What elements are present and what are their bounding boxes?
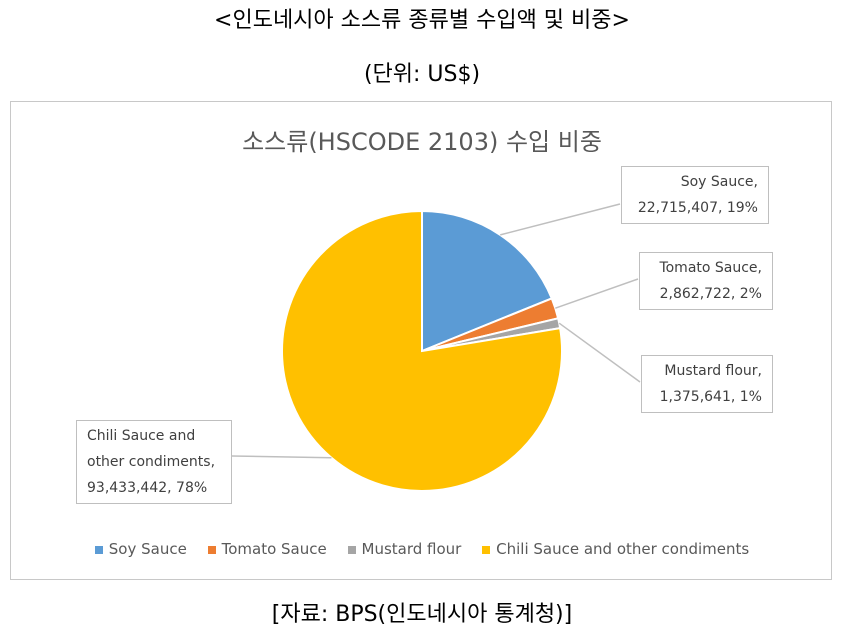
data-label-mustard-flour: Mustard flour, 1,375,641, 1%	[641, 355, 773, 413]
legend-label-chili-sauce: Chili Sauce and other condiments	[496, 540, 750, 558]
leader-line-mustard-flour	[558, 322, 641, 383]
data-label-tomato-sauce-name: Tomato Sauce,	[659, 260, 762, 276]
legend-label-tomato-sauce: Tomato Sauce	[221, 540, 327, 558]
legend-item-tomato-sauce: Tomato Sauce	[207, 540, 327, 558]
page-title: <인도네시아 소스류 종류별 수입액 및 비중>	[214, 8, 630, 33]
source-note: [자료: BPS(인도네시아 통계청)]	[271, 602, 573, 627]
legend-item-mustard-flour: Mustard flour	[347, 540, 462, 558]
data-label-mustard-flour-value: 1,375,641, 1%	[659, 389, 762, 405]
data-label-tomato-sauce-value: 2,862,722, 2%	[659, 286, 762, 302]
data-label-soy-sauce: Soy Sauce, 22,715,407, 19%	[621, 166, 769, 224]
legend-swatch-chili-sauce	[482, 545, 491, 554]
data-label-chili-sauce-name: Chili Sauce and	[87, 428, 196, 444]
data-label-chili-sauce-value: 93,433,442, 78%	[87, 480, 208, 496]
legend-swatch-mustard-flour	[347, 545, 356, 554]
data-label-chili-sauce: Chili Sauce and other condiments, 93,433…	[76, 420, 232, 504]
legend-item-chili-sauce: Chili Sauce and other condiments	[482, 540, 749, 558]
legend-swatch-soy-sauce	[94, 545, 103, 554]
pie-chart	[231, 203, 641, 492]
data-label-soy-sauce-name: Soy Sauce,	[680, 174, 758, 190]
legend-item-soy-sauce: Soy Sauce	[94, 540, 187, 558]
unit-caption: (단위: US$)	[363, 62, 481, 87]
leader-line-soy-sauce	[500, 203, 621, 236]
chart-title: 소스류(HSCODE 2103) 수입 비중	[242, 128, 602, 156]
chart-area: 소스류(HSCODE 2103) 수입 비중 Soy Sauce, 22,715…	[10, 101, 832, 580]
pie-slice-chili-sauce	[281, 209, 563, 492]
chart-legend: Soy Sauce Tomato Sauce Mustard flour Chi…	[11, 540, 833, 558]
leader-line-tomato-sauce	[555, 278, 639, 309]
legend-label-soy-sauce: Soy Sauce	[108, 540, 187, 558]
leader-line-chili-sauce	[231, 455, 332, 459]
data-label-soy-sauce-value: 22,715,407, 19%	[637, 200, 758, 216]
pie-slice-soy-sauce	[421, 209, 554, 353]
data-label-tomato-sauce: Tomato Sauce, 2,862,722, 2%	[639, 252, 773, 310]
data-label-chili-sauce-line2: other condiments,	[87, 454, 216, 470]
legend-swatch-tomato-sauce	[207, 545, 216, 554]
legend-label-mustard-flour: Mustard flour	[361, 540, 462, 558]
data-label-mustard-flour-name: Mustard flour,	[664, 363, 762, 379]
